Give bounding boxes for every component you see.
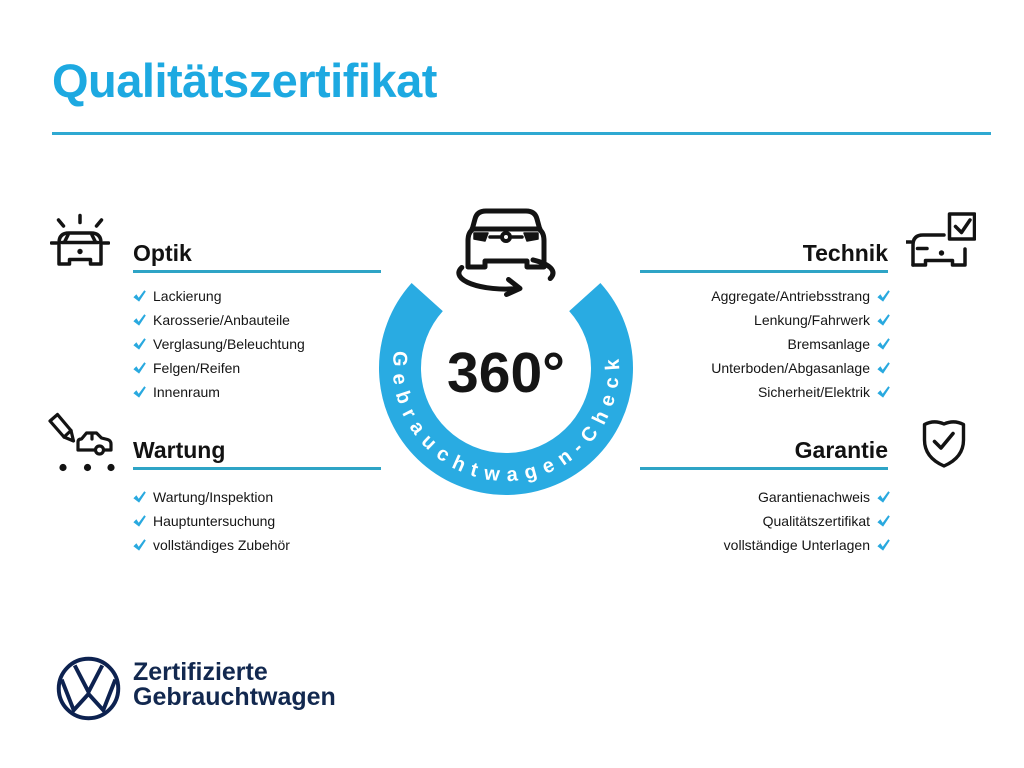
technik-checklist: Aggregate/Antriebsstrang Lenkung/Fahrwer… [520,284,890,404]
check-icon [133,362,146,374]
check-icon [877,539,890,551]
check-icon [133,338,146,350]
section-title-optik: Optik [133,240,192,266]
check-icon [877,491,890,503]
checklist-item: vollständiges Zubehör [133,533,290,557]
check-icon [133,515,146,527]
checklist-item: Verglasung/Beleuchtung [133,332,305,356]
section-optik-header: Optik [133,240,381,273]
badge-graphic: 360° Gebrauchtwagen-Check [379,208,633,495]
checklist-item-label: Hauptuntersuchung [153,513,276,529]
checklist-item-label: Innenraum [153,384,220,400]
checklist-item-label: Qualitätszertifikat [762,513,870,529]
check-icon [133,491,146,503]
title-divider [52,132,991,135]
checklist-item: Bremsanlage [520,332,890,356]
checklist-item-label: Karosserie/Anbauteile [153,312,290,328]
checklist-item-label: Garantienachweis [757,489,870,505]
checklist-item-label: Lackierung [153,288,222,304]
checklist-item-label: Wartung/Inspektion [153,489,274,505]
footer-line1: Zertifizierte [133,658,268,686]
section-wartung-header: Wartung [133,437,381,470]
check-icon [877,362,890,374]
pencil-car-icon [48,412,118,474]
section-title-garantie: Garantie [794,437,888,463]
checklist-item-label: Sicherheit/Elektrik [757,384,870,400]
rotation-arrow-icon [456,257,556,297]
footer-line2: Gebrauchtwagen [133,683,336,711]
vw-logo [55,655,122,722]
checklist-item-label: Lenkung/Fahrwerk [754,312,870,328]
checklist-item-label: Verglasung/Beleuchtung [153,336,305,352]
checklist-item-label: Bremsanlage [787,336,871,352]
section-rule [640,270,888,273]
checklist-item: Aggregate/Antriebsstrang [520,284,890,308]
car-front-shine-icon [50,212,110,272]
check-icon [877,515,890,527]
checklist-item: Qualitätszertifikat [520,509,890,533]
checklist-item: Wartung/Inspektion [133,485,290,509]
car-checklist-icon [906,212,976,276]
checklist-item: vollständige Unterlagen [520,533,890,557]
degree-label: 360° [447,341,565,405]
checklist-item: Hauptuntersuchung [133,509,290,533]
section-rule [133,467,381,470]
shield-check-icon [921,417,967,469]
checklist-item: Lenkung/Fahrwerk [520,308,890,332]
rotating-car-icon [465,208,547,270]
check-icon [877,290,890,302]
optik-checklist: Lackierung Karosserie/Anbauteile Verglas… [133,284,305,404]
checklist-item: Karosserie/Anbauteile [133,308,305,332]
checklist-item-label: vollständige Unterlagen [723,537,870,553]
checklist-item: Sicherheit/Elektrik [520,380,890,404]
check-icon [877,338,890,350]
check-icon [133,314,146,326]
checklist-item: Garantienachweis [520,485,890,509]
badge-ring [379,283,633,495]
section-title-wartung: Wartung [133,437,226,463]
wartung-checklist: Wartung/Inspektion Hauptuntersuchung vol… [133,485,290,557]
check-icon [877,386,890,398]
section-title-technik: Technik [802,240,888,266]
section-rule [640,467,888,470]
checklist-item-label: Aggregate/Antriebsstrang [711,288,870,304]
page-title: Qualitätszertifikat [52,54,437,107]
check-icon [133,539,146,551]
checklist-item: Lackierung [133,284,305,308]
section-garantie-header: Garantie [640,437,888,470]
section-rule [133,270,381,273]
check-icon [877,314,890,326]
checklist-item-label: Felgen/Reifen [153,360,241,376]
checklist-item: Felgen/Reifen [133,356,305,380]
checklist-item-label: vollständiges Zubehör [153,537,290,553]
badge-360: 360° Gebrauchtwagen-Check [360,193,652,505]
checklist-item: Innenraum [133,380,305,404]
check-icon [133,386,146,398]
checklist-item: Unterboden/Abgasanlage [520,356,890,380]
garantie-checklist: Garantienachweis Qualitätszertifikat vol… [520,485,890,557]
section-technik-header: Technik [640,240,888,273]
footer-brand-text: Zertifizierte Gebrauchtwagen [133,660,336,710]
check-icon [133,290,146,302]
checklist-item-label: Unterboden/Abgasanlage [711,360,870,376]
